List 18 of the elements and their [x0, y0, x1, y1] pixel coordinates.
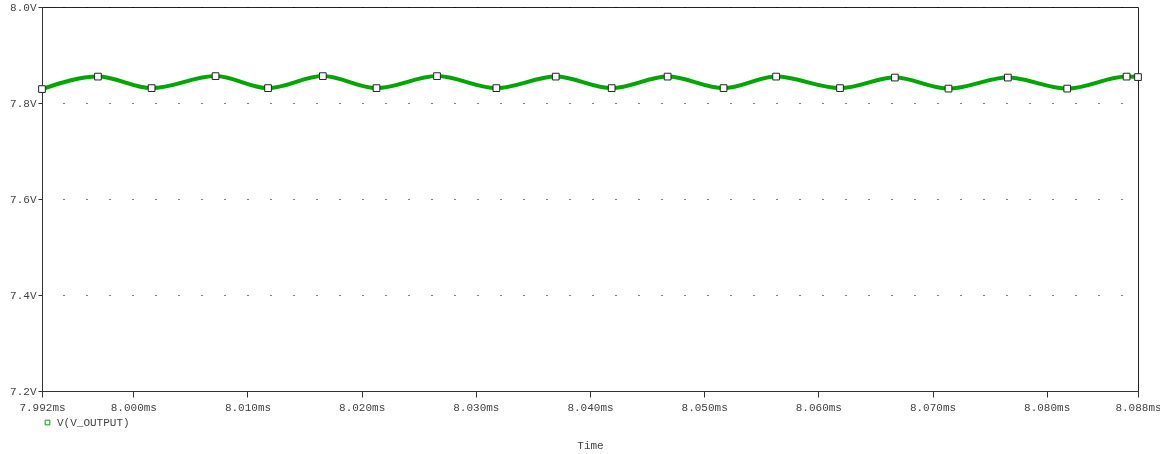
x-tick-label: 8.040ms	[567, 401, 614, 414]
x-tick-label: 8.020ms	[339, 401, 386, 414]
x-tick-label: 8.080ms	[1024, 401, 1071, 414]
legend-label: V(V_OUTPUT)	[57, 416, 130, 429]
x-axis-title: Time	[577, 439, 604, 452]
x-tick-label: 8.010ms	[224, 401, 272, 414]
y-tick-label: 7.8V	[10, 97, 37, 110]
x-tick-label: 8.060ms	[795, 401, 842, 414]
x-tick-label: 8.088ms	[1115, 401, 1160, 414]
y-tick-label: 7.4V	[10, 289, 37, 302]
y-tick-label: 7.6V	[10, 193, 37, 206]
x-tick-label: 7.992ms	[19, 401, 66, 414]
x-tick-label: 8.000ms	[110, 401, 157, 414]
y-tick-label: 8.0V	[10, 1, 37, 14]
x-tick-label: 8.030ms	[453, 401, 500, 414]
x-tick-label: 8.050ms	[681, 401, 728, 414]
x-tick-label: 8.070ms	[909, 401, 957, 414]
y-tick-label: 7.2V	[10, 385, 37, 398]
